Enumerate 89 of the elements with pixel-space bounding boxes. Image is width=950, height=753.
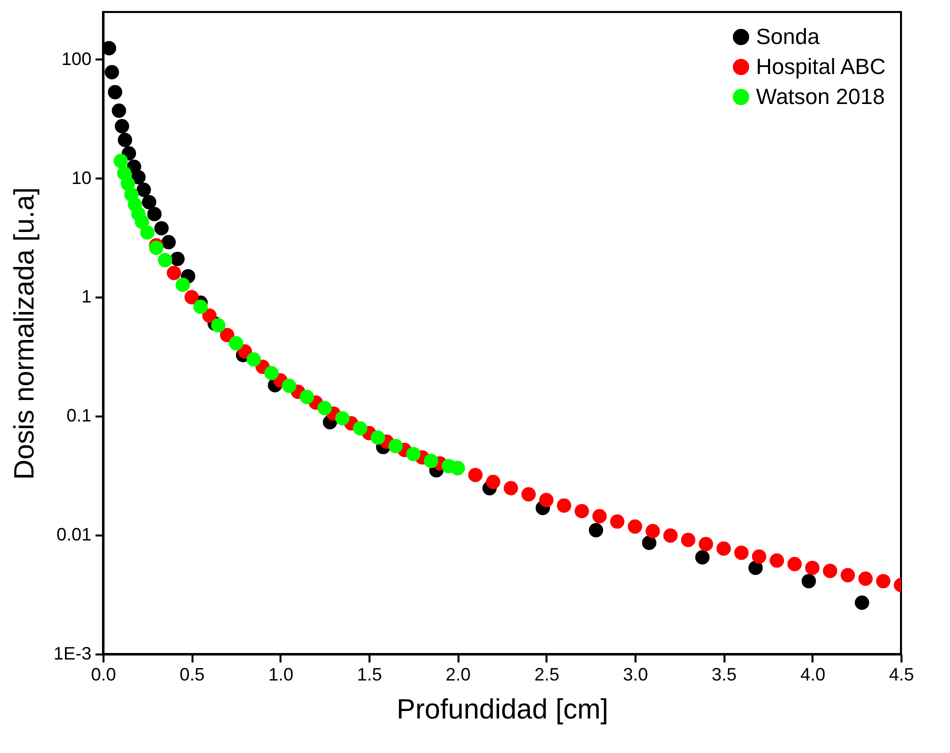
point bbox=[318, 400, 332, 416]
y-axis-title: Dosis normalizada [u.a] bbox=[8, 187, 40, 480]
x-tick-label: 1.5 bbox=[356, 664, 382, 684]
point bbox=[114, 119, 130, 134]
y-tick-label: 1E-3 bbox=[53, 644, 92, 664]
point bbox=[663, 528, 678, 543]
point bbox=[112, 104, 126, 118]
x-tick-label: 0.5 bbox=[180, 664, 205, 684]
point bbox=[166, 266, 182, 280]
point bbox=[118, 132, 132, 148]
point bbox=[805, 560, 820, 576]
point bbox=[876, 574, 890, 588]
point bbox=[388, 438, 403, 454]
point bbox=[142, 194, 156, 210]
point bbox=[822, 564, 838, 578]
point bbox=[170, 252, 185, 266]
point bbox=[120, 176, 135, 191]
point bbox=[574, 504, 589, 518]
point bbox=[158, 252, 172, 268]
point bbox=[468, 468, 483, 482]
point bbox=[352, 421, 368, 436]
point bbox=[220, 328, 234, 342]
point bbox=[716, 541, 731, 556]
point bbox=[370, 430, 386, 445]
x-tick-label: 2.0 bbox=[446, 664, 471, 684]
x-tick-label: 4.5 bbox=[888, 664, 914, 684]
point bbox=[154, 221, 169, 236]
point bbox=[610, 514, 624, 529]
point bbox=[854, 596, 870, 610]
point bbox=[486, 474, 500, 490]
point bbox=[211, 318, 226, 332]
point bbox=[681, 532, 696, 548]
x-tick-label: 3.5 bbox=[712, 664, 737, 684]
point bbox=[140, 225, 154, 240]
point bbox=[646, 524, 660, 538]
y-tick-label: 100 bbox=[61, 48, 92, 69]
point bbox=[698, 536, 714, 552]
point bbox=[628, 519, 642, 534]
point bbox=[642, 536, 656, 550]
point bbox=[104, 65, 120, 80]
x-tick-label: 1.0 bbox=[268, 664, 294, 684]
x-tick-label: 0.0 bbox=[90, 664, 116, 684]
point bbox=[556, 498, 572, 513]
point bbox=[246, 352, 261, 367]
point bbox=[424, 454, 438, 468]
point bbox=[184, 290, 199, 304]
point bbox=[539, 492, 554, 508]
legend-label: Sonda bbox=[756, 24, 820, 49]
point bbox=[592, 509, 607, 524]
legend-label: Watson 2018 bbox=[756, 84, 885, 109]
point bbox=[193, 300, 208, 314]
point bbox=[136, 182, 151, 197]
point bbox=[787, 556, 802, 572]
x-axis-title: Profundidad [cm] bbox=[396, 694, 608, 724]
point bbox=[108, 84, 122, 100]
x-tick-label: 4.0 bbox=[800, 664, 826, 684]
point bbox=[176, 278, 190, 292]
point bbox=[695, 550, 710, 564]
point bbox=[748, 560, 763, 576]
point bbox=[300, 390, 314, 404]
point bbox=[504, 480, 518, 496]
x-tick-label: 3.0 bbox=[622, 664, 648, 684]
point bbox=[264, 366, 279, 380]
point bbox=[770, 553, 784, 568]
point bbox=[282, 378, 296, 393]
point bbox=[802, 574, 816, 588]
point bbox=[752, 549, 766, 564]
point bbox=[149, 240, 164, 255]
point bbox=[131, 170, 146, 184]
point bbox=[588, 522, 604, 538]
y-tick-label: 0.01 bbox=[56, 524, 92, 545]
y-tick-label: 0.1 bbox=[66, 406, 92, 426]
point bbox=[103, 41, 116, 56]
point bbox=[134, 214, 150, 230]
point bbox=[858, 572, 873, 586]
point bbox=[114, 154, 128, 168]
y-tick-label: 1 bbox=[81, 286, 92, 307]
point bbox=[406, 446, 420, 462]
x-tick-label: 2.5 bbox=[534, 664, 560, 684]
point bbox=[335, 411, 350, 426]
point bbox=[147, 206, 162, 222]
point bbox=[161, 235, 176, 250]
point bbox=[202, 308, 217, 323]
point bbox=[734, 546, 749, 560]
point bbox=[521, 487, 536, 502]
point bbox=[228, 336, 244, 350]
point bbox=[840, 568, 855, 582]
y-tick-label: 10 bbox=[71, 168, 92, 188]
legend-label: Hospital ABC bbox=[756, 54, 886, 79]
